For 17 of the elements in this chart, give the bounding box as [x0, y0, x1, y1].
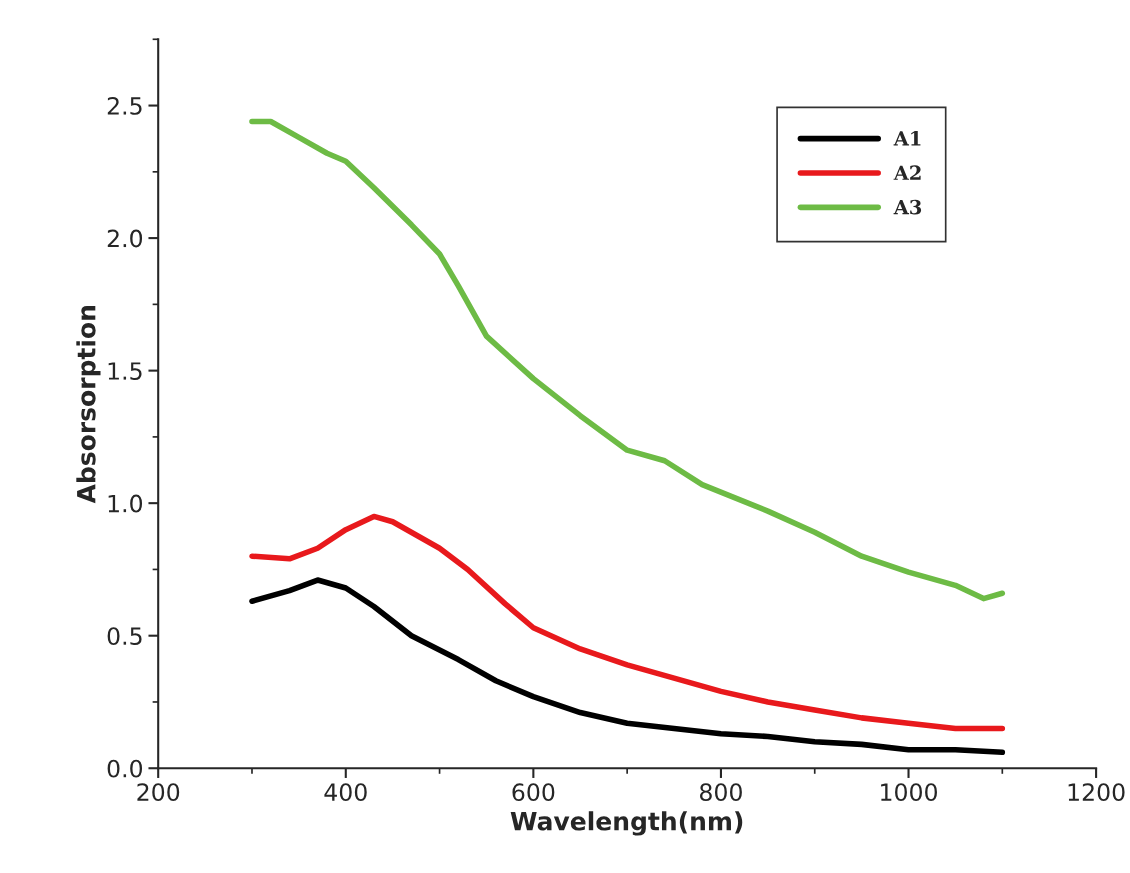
- x-tick-label: 800: [700, 783, 742, 802]
- y-axis-title: Absorsorption: [76, 306, 101, 504]
- legend-label: A3: [893, 199, 922, 215]
- y-tick-label: 2.0: [107, 229, 143, 248]
- legend-label: A1: [893, 131, 921, 146]
- x-tick-label: 1200: [1068, 783, 1125, 802]
- x-tick-label: 400: [324, 783, 367, 802]
- y-tick-label: 1.5: [108, 362, 142, 380]
- x-tick-label: 600: [512, 783, 555, 802]
- y-tick-label: 0.0: [107, 759, 143, 778]
- y-tick-label: 0.5: [107, 627, 142, 646]
- legend-label: A2: [893, 165, 921, 180]
- y-tick-label: 1.0: [108, 494, 143, 513]
- y-tick-label: 2.5: [107, 97, 142, 115]
- x-axis-title: Wavelength(nm): [510, 811, 743, 836]
- x-tick-label: 200: [137, 783, 180, 802]
- x-tick-label: 1000: [881, 783, 937, 802]
